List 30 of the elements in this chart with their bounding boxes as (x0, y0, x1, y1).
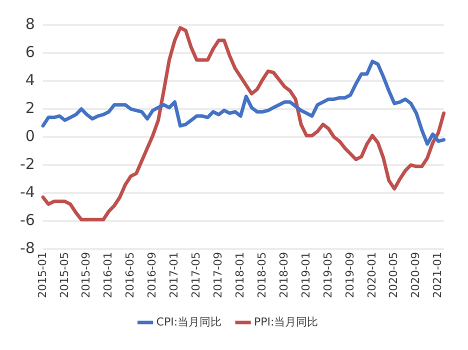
y-tick-label: 6 (25, 42, 35, 61)
legend-label: PPI:当月同比 (254, 315, 318, 328)
y-tick-label: -4 (20, 182, 35, 201)
y-tick-label: 8 (25, 14, 35, 33)
x-tick-label: 2019-05 (321, 252, 334, 298)
x-tick-label: 2018-05 (255, 252, 268, 298)
y-tick-label: 4 (25, 70, 35, 89)
y-tick-label: 0 (25, 126, 35, 145)
x-tick-label: 2019-01 (299, 252, 312, 298)
x-tick-label: 2016-01 (102, 252, 115, 298)
x-tick-label: 2015-01 (36, 252, 49, 298)
x-tick-label: 2015-09 (80, 252, 93, 298)
x-tick-label: 2021-01 (431, 252, 444, 298)
x-tick-label: 2018-01 (233, 252, 246, 298)
x-tick-label: 2019-09 (343, 252, 356, 298)
x-tick-label: 2018-09 (277, 252, 290, 298)
x-tick-label: 2017-01 (168, 252, 181, 298)
x-tick-label: 2020-09 (409, 252, 422, 298)
y-tick-label: -8 (20, 238, 35, 257)
y-tick-label: 2 (25, 98, 35, 117)
x-tick-label: 2020-01 (365, 252, 378, 298)
x-tick-label: 2017-05 (190, 252, 203, 298)
x-tick-label: 2020-05 (387, 252, 400, 298)
y-tick-label: -6 (20, 210, 35, 229)
x-tick-label: 2016-05 (124, 252, 137, 298)
x-tick-label: 2017-09 (212, 252, 225, 298)
y-tick-label: -2 (20, 154, 35, 173)
legend-label: CPI:当月同比 (156, 315, 222, 328)
x-tick-label: 2015-05 (58, 252, 71, 298)
x-tick-label: 2016-09 (146, 252, 159, 298)
